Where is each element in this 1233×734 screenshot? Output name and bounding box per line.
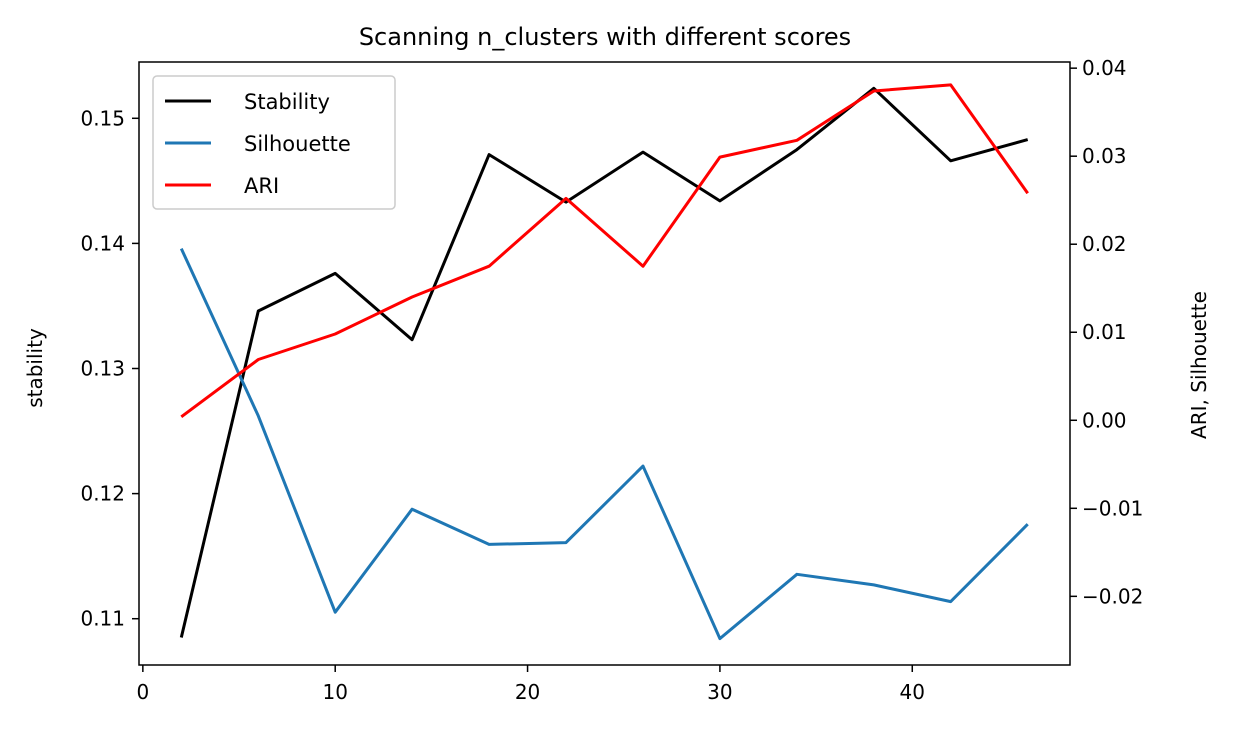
legend-box [152,75,396,210]
legend: Stability Silhouette ARI [152,75,396,210]
y-tick-label-left: 0.13 [80,357,125,381]
x-tick-label: 0 [136,680,149,704]
plot-frame [138,61,1071,666]
y-tick-label-right: −0.01 [1082,496,1143,520]
y-axis-label-right: ARI, Silhouette [1187,291,1211,439]
x-tick-label: 40 [900,680,925,704]
y-axis-label-left: stability [23,328,47,408]
y-tick-label-left: 0.11 [80,607,125,631]
y-tick-label-right: 0.01 [1082,320,1127,344]
y-tick-label-right: −0.02 [1082,584,1143,608]
y-tick-label-right: 0.04 [1082,56,1127,80]
series-line-ari [180,83,1029,419]
y-tick-label-left: 0.15 [80,106,125,130]
chart-title: Scanning n_clusters with different score… [359,23,851,51]
y-tick-label-right: 0.03 [1082,144,1127,168]
y-tick-label-left: 0.14 [80,231,125,255]
legend-label-silhouette: Silhouette [244,132,351,156]
legend-label-stability: Stability [244,90,330,114]
y-tick-label-right: 0.02 [1082,232,1127,256]
y-tick-label-right: 0.00 [1082,408,1127,432]
series-line-silhouette [179,247,1029,641]
x-tick-label: 20 [515,680,540,704]
x-tick-label: 10 [322,680,347,704]
x-tick-label: 30 [707,680,732,704]
legend-label-ari: ARI [244,174,279,198]
series-line-stability [179,86,1029,638]
y-tick-label-left: 0.12 [80,482,125,506]
